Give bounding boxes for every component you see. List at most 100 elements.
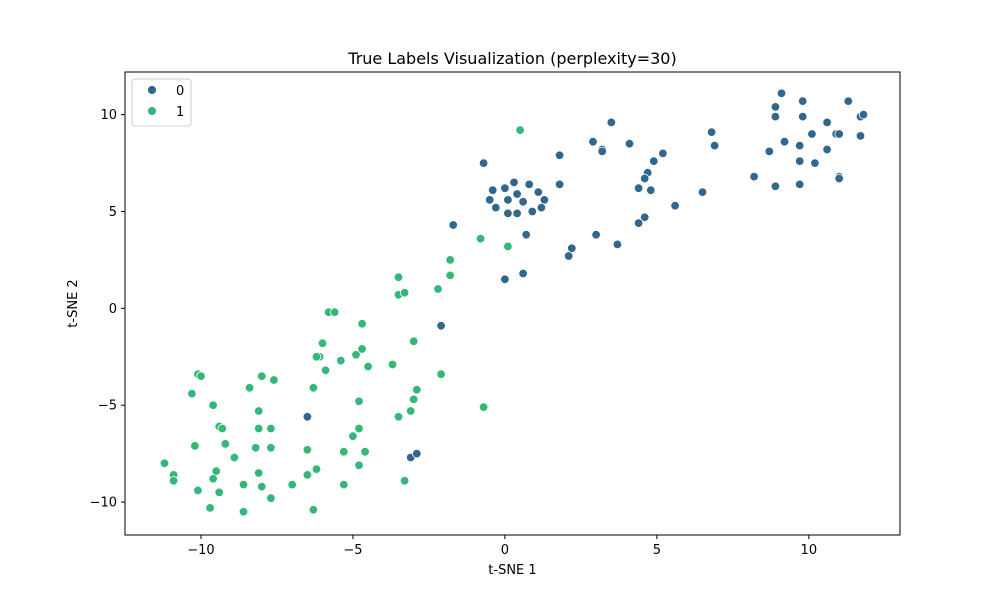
point-series-0-21 <box>770 181 781 192</box>
point-series-1-52 <box>266 423 276 434</box>
y-tick-label: 10 <box>100 108 117 123</box>
point-series-1-38 <box>399 476 410 486</box>
point-series-1-41 <box>308 505 319 515</box>
legend-label-1: 1 <box>176 105 184 120</box>
point-series-1-50 <box>217 423 228 434</box>
point-series-0-13 <box>795 140 805 151</box>
point-series-1-35 <box>311 464 322 474</box>
point-series-0-23 <box>822 117 832 128</box>
point-series-1-51 <box>254 423 264 434</box>
point-series-1-29 <box>393 412 404 422</box>
point-series-1-60 <box>254 468 264 478</box>
point-series-1-26 <box>354 396 364 407</box>
point-series-0-70 <box>412 448 422 459</box>
y-tick-label: 0 <box>109 302 117 317</box>
point-series-1-24 <box>412 385 422 395</box>
point-series-0-54 <box>485 195 495 205</box>
point-series-0-61 <box>512 208 522 219</box>
point-series-1-31 <box>348 431 358 441</box>
point-series-0-3 <box>798 96 808 106</box>
points-layer <box>159 88 869 517</box>
point-series-1-21 <box>387 359 398 370</box>
point-series-0-20 <box>834 173 844 184</box>
point-series-1-56 <box>266 443 276 453</box>
point-series-0-7 <box>858 109 869 120</box>
point-series-1-6 <box>393 272 404 283</box>
point-series-0-38 <box>697 187 708 197</box>
point-series-1-22 <box>436 369 446 379</box>
point-series-1-48 <box>254 406 264 416</box>
point-series-0-1 <box>843 96 854 106</box>
ticks-layer: −10 −5 0 5 10 −10 −5 0 5 10 <box>90 108 818 558</box>
point-series-1-47 <box>208 400 218 410</box>
point-series-0-5 <box>798 111 808 122</box>
point-series-0-30 <box>709 140 720 151</box>
point-series-1-71 <box>196 371 206 381</box>
point-series-1-11 <box>357 319 367 329</box>
point-series-1-66 <box>193 485 203 496</box>
point-series-1-3 <box>445 255 455 265</box>
point-series-0-53 <box>512 189 522 199</box>
point-series-0-50 <box>509 177 519 188</box>
point-series-0-37 <box>646 185 656 195</box>
y-tick-label: −5 <box>98 399 117 414</box>
point-series-1-68 <box>266 493 276 503</box>
point-series-0-40 <box>670 200 680 211</box>
point-series-0-25 <box>706 127 717 137</box>
point-series-1-12 <box>317 338 328 348</box>
point-series-0-12 <box>779 136 790 147</box>
point-series-1-69 <box>205 503 215 513</box>
x-tick-label: 5 <box>653 543 661 558</box>
point-series-1-45 <box>257 371 267 381</box>
point-series-1-23 <box>308 383 319 393</box>
point-series-0-46 <box>564 251 574 261</box>
x-tick-label: 10 <box>801 543 818 558</box>
point-series-1-27 <box>478 402 489 412</box>
point-series-1-63 <box>168 476 179 486</box>
point-series-1-53 <box>190 441 200 451</box>
point-series-0-39 <box>554 179 565 190</box>
point-series-0-66 <box>448 220 458 230</box>
point-series-0-58 <box>491 202 501 213</box>
point-series-0-14 <box>764 146 775 157</box>
point-series-0-15 <box>822 144 832 155</box>
point-series-1-57 <box>229 452 240 463</box>
point-series-0-62 <box>527 206 538 217</box>
point-series-1-58 <box>159 458 170 469</box>
y-tick-label: −10 <box>90 496 117 511</box>
x-tick-label: −10 <box>187 543 214 558</box>
point-series-1-16 <box>351 350 361 360</box>
point-series-0-31 <box>658 148 668 159</box>
point-series-1-34 <box>360 447 370 457</box>
point-series-0-47 <box>478 158 489 168</box>
point-series-1-64 <box>238 479 249 490</box>
point-series-0-68 <box>302 412 313 422</box>
legend-label-0: 0 <box>176 84 184 99</box>
point-series-0-32 <box>649 156 659 166</box>
point-series-1-10 <box>330 307 340 317</box>
chart-title: True Labels Visualization (perplexity=30… <box>347 49 676 68</box>
y-tick-label: 5 <box>109 205 117 220</box>
point-series-1-4 <box>445 270 455 281</box>
point-series-1-17 <box>357 344 367 354</box>
point-series-0-48 <box>488 185 498 195</box>
point-series-1-19 <box>320 365 331 376</box>
point-series-1-15 <box>311 352 322 362</box>
point-series-1-18 <box>336 355 346 366</box>
point-series-1-37 <box>302 470 313 480</box>
point-series-0-24 <box>606 117 617 128</box>
point-series-1-13 <box>409 336 419 347</box>
point-series-0-4 <box>770 111 781 122</box>
x-tick-label: 0 <box>501 543 509 558</box>
legend-frame <box>131 78 192 127</box>
point-series-0-41 <box>640 212 650 223</box>
point-series-0-26 <box>588 136 598 147</box>
point-series-0-43 <box>591 229 601 240</box>
point-series-1-44 <box>187 388 197 399</box>
point-series-0-35 <box>640 173 650 184</box>
point-series-0-49 <box>500 183 510 193</box>
point-series-1-28 <box>406 406 416 416</box>
point-series-0-44 <box>612 239 623 250</box>
point-series-1-5 <box>433 284 443 294</box>
point-series-0-52 <box>533 187 544 197</box>
